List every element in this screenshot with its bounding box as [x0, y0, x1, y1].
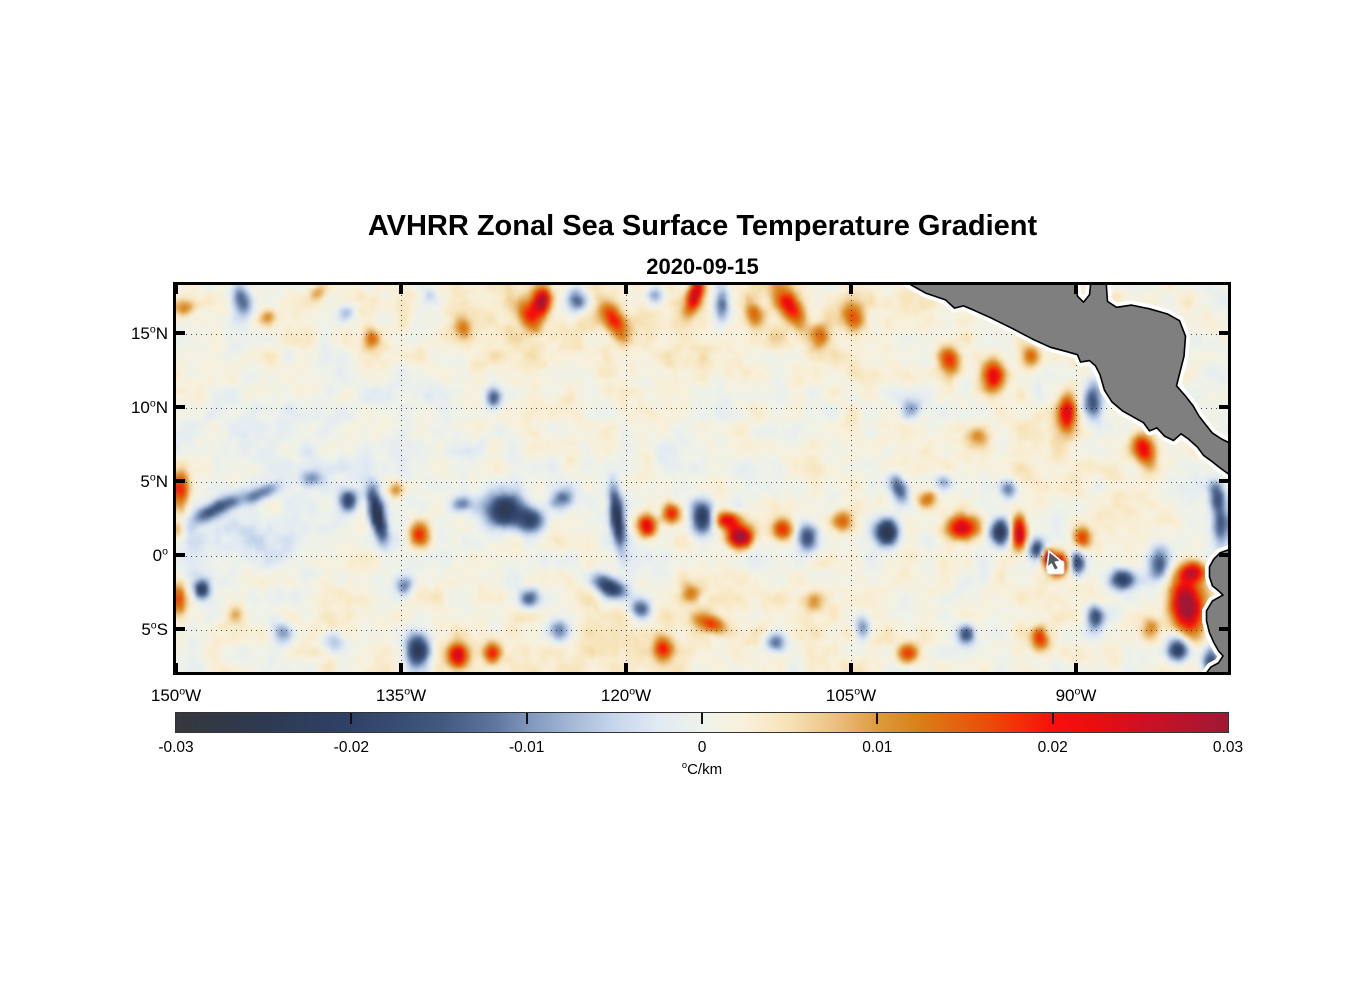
y-tick-label: 10oN: [130, 397, 168, 417]
x-tick-label: 90oW: [1055, 685, 1097, 705]
map-plot-area: [173, 282, 1231, 675]
colorbar-tick: [350, 713, 353, 724]
y-axis-tick: [1219, 331, 1228, 335]
colorbar-tick-label: -0.01: [508, 739, 545, 756]
central-america-landmass: [909, 285, 1228, 475]
gridline-lon: [1076, 285, 1077, 672]
x-axis-tick: [1074, 285, 1078, 294]
y-axis-tick: [176, 405, 185, 409]
y-tick-label: 5oN: [140, 471, 168, 491]
cursor-arrow: [1045, 549, 1063, 572]
colorbar-tick: [525, 713, 528, 724]
y-tick-label: 5oS: [141, 619, 168, 639]
x-axis-tick: [399, 663, 403, 672]
y-axis-tick: [1219, 405, 1228, 409]
chart-title: AVHRR Zonal Sea Surface Temperature Grad…: [367, 210, 1038, 242]
colorbar-tick-label: -0.03: [158, 739, 194, 756]
y-axis-tick: [176, 479, 185, 483]
x-axis-tick: [849, 285, 853, 294]
x-axis-tick: [624, 285, 628, 294]
gridline-lon: [851, 285, 852, 672]
y-axis-tick: [176, 331, 185, 335]
y-axis-tick: [1219, 553, 1228, 557]
gridline-lat: [176, 481, 1228, 483]
x-axis-tick: [174, 663, 178, 672]
gridline-lat: [176, 629, 1228, 631]
y-tick-label: 0o: [152, 545, 168, 565]
x-axis-tick: [624, 663, 628, 672]
colorbar-unit-label: oC/km: [681, 760, 723, 778]
colorbar-tick: [1051, 713, 1054, 724]
x-tick-label: 135oW: [375, 685, 427, 705]
colorbar-tick-label: 0: [697, 739, 707, 756]
colorbar-tick-label: -0.02: [333, 739, 369, 756]
colorbar-tick: [701, 713, 703, 724]
y-axis-tick: [1219, 627, 1228, 631]
gridline-lat: [176, 333, 1228, 335]
y-tick-label: 15oN: [130, 323, 168, 343]
x-tick-label: 105oW: [825, 685, 877, 705]
land-mask-layer: [901, 285, 1228, 672]
y-axis-tick: [176, 553, 185, 557]
y-axis-tick: [176, 627, 185, 631]
x-axis-tick: [399, 285, 403, 294]
mouse-cursor-icon: [1045, 549, 1065, 575]
x-tick-label: 120oW: [600, 685, 652, 705]
x-tick-label: 150oW: [150, 685, 202, 705]
gridline-lon: [401, 285, 402, 672]
gridline-lon: [626, 285, 627, 672]
x-axis-tick: [849, 663, 853, 672]
gridline-lat: [176, 407, 1228, 409]
colorbar-tick: [876, 713, 879, 724]
colorbar-tick-label: 0.02: [1037, 739, 1068, 756]
colorbar-tick-label: 0.03: [1212, 739, 1244, 756]
x-axis-tick: [1074, 663, 1078, 672]
gridline-lat: [176, 555, 1228, 557]
colorbar-tick-label: 0.01: [862, 739, 893, 756]
chart-subtitle: 2020-09-15: [646, 254, 759, 279]
x-axis-tick: [174, 285, 178, 294]
south-america-landmass: [1205, 549, 1228, 672]
y-axis-tick: [1219, 479, 1228, 483]
